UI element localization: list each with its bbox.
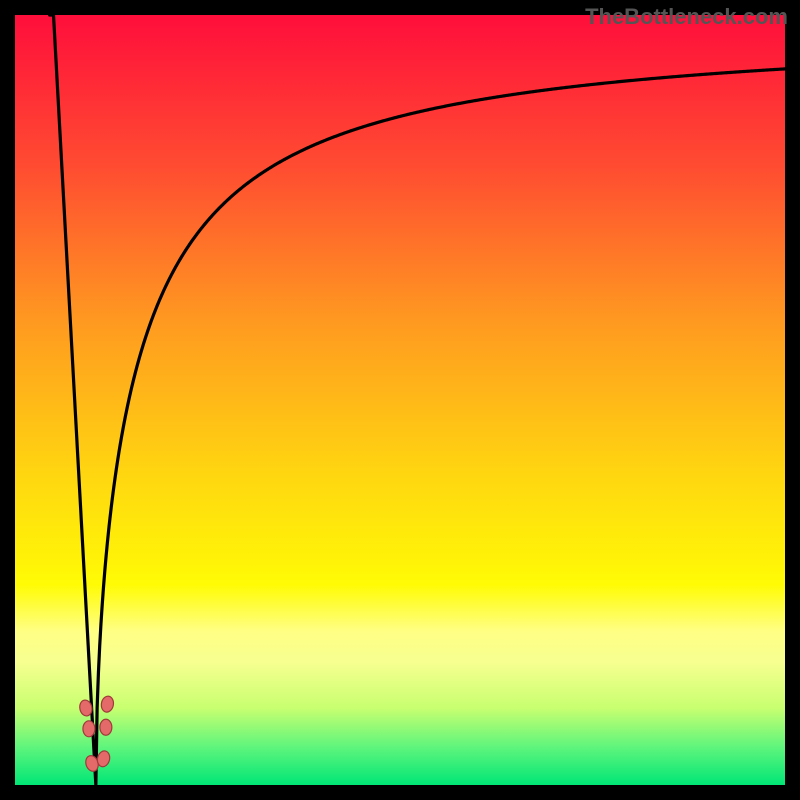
- bottleneck-chart: TheBottleneck.com: [0, 0, 800, 800]
- data-marker: [83, 721, 95, 737]
- watermark-text: TheBottleneck.com: [585, 4, 788, 30]
- data-marker: [100, 719, 112, 735]
- chart-svg: [0, 0, 800, 800]
- plot-background: [15, 15, 785, 785]
